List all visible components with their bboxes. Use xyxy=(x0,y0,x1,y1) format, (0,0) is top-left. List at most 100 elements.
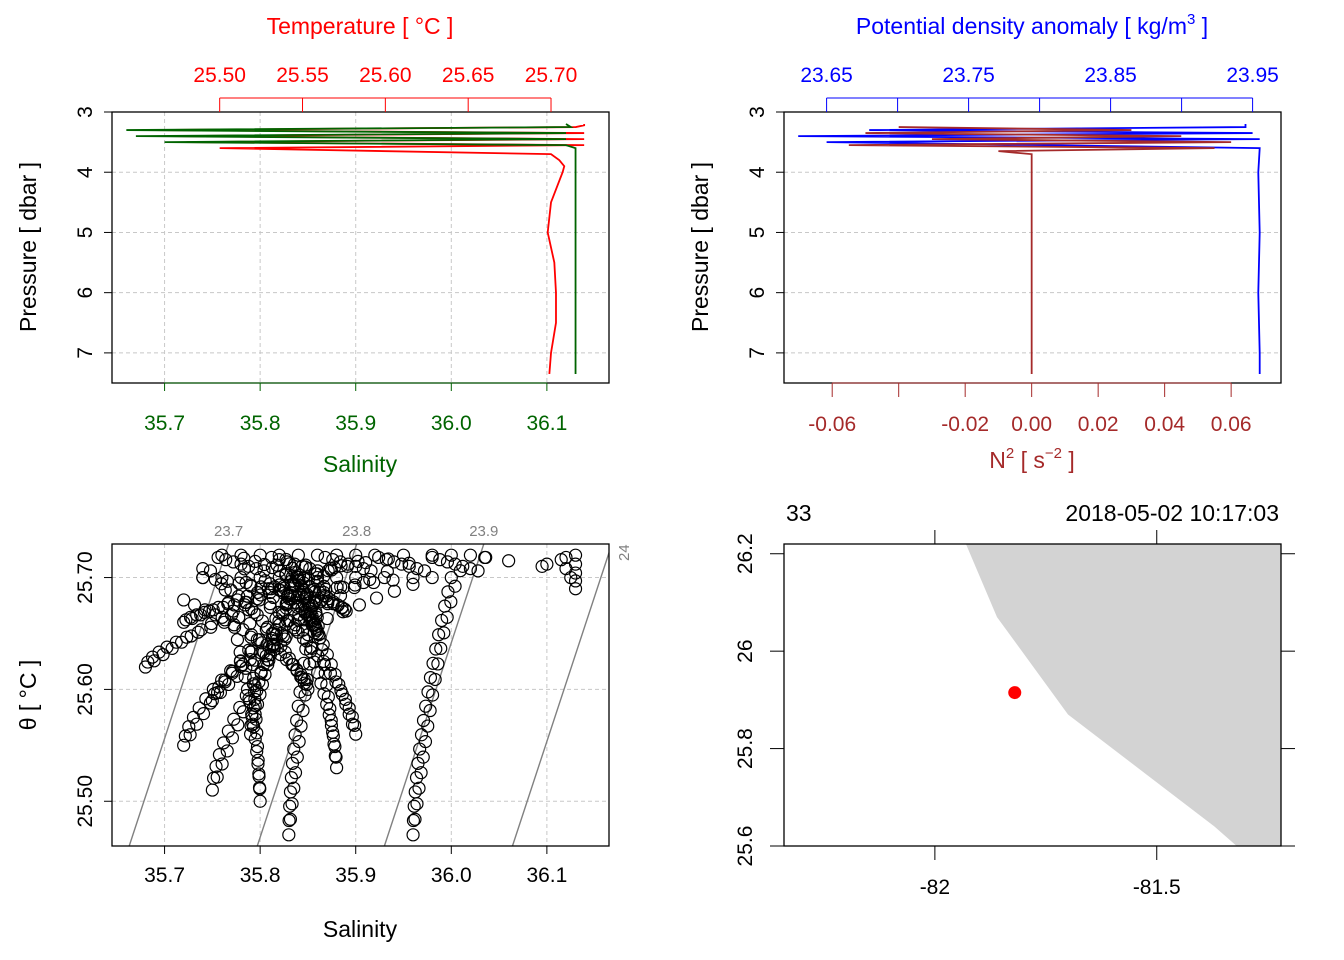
ts-point xyxy=(345,710,359,724)
ts-point xyxy=(261,657,275,672)
ts-point xyxy=(377,570,391,585)
ts-point xyxy=(283,785,298,799)
ts-point xyxy=(326,553,340,567)
ts-point xyxy=(328,739,342,754)
ts-point xyxy=(169,635,183,649)
ts-point xyxy=(421,685,435,699)
ts-point xyxy=(285,797,299,811)
ts-point xyxy=(272,564,287,578)
p1-bottom-tick-label: 35.9 xyxy=(335,412,376,435)
ts-point xyxy=(288,766,303,780)
ts-point xyxy=(328,667,342,682)
ts-point xyxy=(278,632,292,646)
ts-point xyxy=(247,671,261,685)
ts-point xyxy=(410,797,424,811)
ts-point xyxy=(352,598,367,612)
ts-point xyxy=(221,595,236,610)
ts-point xyxy=(332,677,346,692)
p3-xlabel-salinity: Salinity xyxy=(323,916,398,942)
ts-point xyxy=(414,728,429,742)
ts-point xyxy=(243,652,257,667)
ts-point xyxy=(425,570,439,585)
ts-point xyxy=(220,744,234,758)
ts-point xyxy=(265,561,279,575)
ts-point xyxy=(434,641,448,655)
ts-point xyxy=(303,562,317,576)
ts-point xyxy=(425,550,439,565)
map-ytick-label: 25.6 xyxy=(734,826,757,867)
ts-point xyxy=(463,548,478,562)
ts-point xyxy=(479,550,493,565)
ts-point xyxy=(438,599,452,613)
ts-point xyxy=(246,720,261,734)
map-ytick-label: 25.8 xyxy=(734,728,757,769)
ts-point xyxy=(423,703,437,718)
p2-lines xyxy=(798,124,1261,374)
ts-point xyxy=(196,570,210,585)
ts-point xyxy=(250,726,264,740)
p1-ytick-label: 3 xyxy=(74,106,97,118)
ts-point xyxy=(283,585,297,600)
ts-point xyxy=(266,637,281,651)
ts-point xyxy=(419,699,433,713)
isopycnal-line xyxy=(383,544,485,846)
ts-point xyxy=(204,620,218,634)
ts-point xyxy=(285,756,300,770)
ts-point xyxy=(387,584,402,598)
ts-point xyxy=(250,684,264,698)
ts-point xyxy=(243,727,258,741)
land-polygon xyxy=(965,544,1281,846)
ts-point xyxy=(249,562,263,576)
ts-point xyxy=(186,710,201,724)
ts-point xyxy=(413,742,427,756)
ts-point xyxy=(410,562,424,576)
ts-point xyxy=(444,570,458,585)
ts-point xyxy=(239,689,253,703)
p1-ytick-label: 6 xyxy=(74,287,97,299)
ts-point xyxy=(310,548,325,562)
ts-point xyxy=(372,550,386,565)
ts-point xyxy=(287,557,302,571)
ts-point xyxy=(203,564,218,578)
ts-point xyxy=(317,657,331,672)
ts-point xyxy=(433,553,447,567)
ts-point xyxy=(338,692,352,706)
isopycnal-label: 23.8 xyxy=(342,523,371,540)
p2-xlabel-superscript: 2 xyxy=(1006,445,1014,462)
p2-xlabel-text: N xyxy=(989,447,1006,473)
p1-lines xyxy=(126,123,586,375)
ts-point xyxy=(295,559,309,573)
p4-frame xyxy=(783,543,1282,847)
ts-point xyxy=(251,753,265,767)
ts-point xyxy=(274,584,288,598)
ts-point xyxy=(386,573,400,587)
ts-point xyxy=(192,701,206,715)
p2-bottom-tick-label: 0.00 xyxy=(1011,413,1052,436)
ts-point xyxy=(305,618,319,633)
ts-point xyxy=(435,613,449,628)
ts-point xyxy=(440,555,455,569)
p1-bottom-tick-label: 36.0 xyxy=(431,412,472,435)
ts-point xyxy=(408,812,422,826)
p2-ytick-label: 4 xyxy=(746,166,769,178)
ts-point xyxy=(441,585,455,599)
ts-point xyxy=(178,729,192,743)
ts-point xyxy=(559,562,573,576)
ts-point xyxy=(248,707,262,721)
ts-point xyxy=(321,690,335,704)
ts-point xyxy=(326,597,340,611)
ts-point xyxy=(267,643,281,657)
ts-point xyxy=(394,557,409,571)
ts-point xyxy=(293,685,307,699)
p1-ytick-label: 5 xyxy=(74,227,97,239)
ts-point xyxy=(347,580,361,595)
ts-point xyxy=(341,557,355,571)
ts-point xyxy=(233,645,247,659)
p2-top-tick-label: 23.85 xyxy=(1084,64,1137,87)
p3-isopycnal-labels: 23.7 23.8 23.9 24 xyxy=(214,523,633,561)
ts-point xyxy=(349,727,363,741)
profile-salinity-temperature-panel: 3 4 5 6 7 35.7 35.8 35.9 36.0 36.1 25.50 25.55 25.60… xyxy=(15,13,610,477)
ts-point xyxy=(242,559,256,573)
ts-point xyxy=(289,623,303,637)
p2-ytick-label: 7 xyxy=(746,347,769,359)
